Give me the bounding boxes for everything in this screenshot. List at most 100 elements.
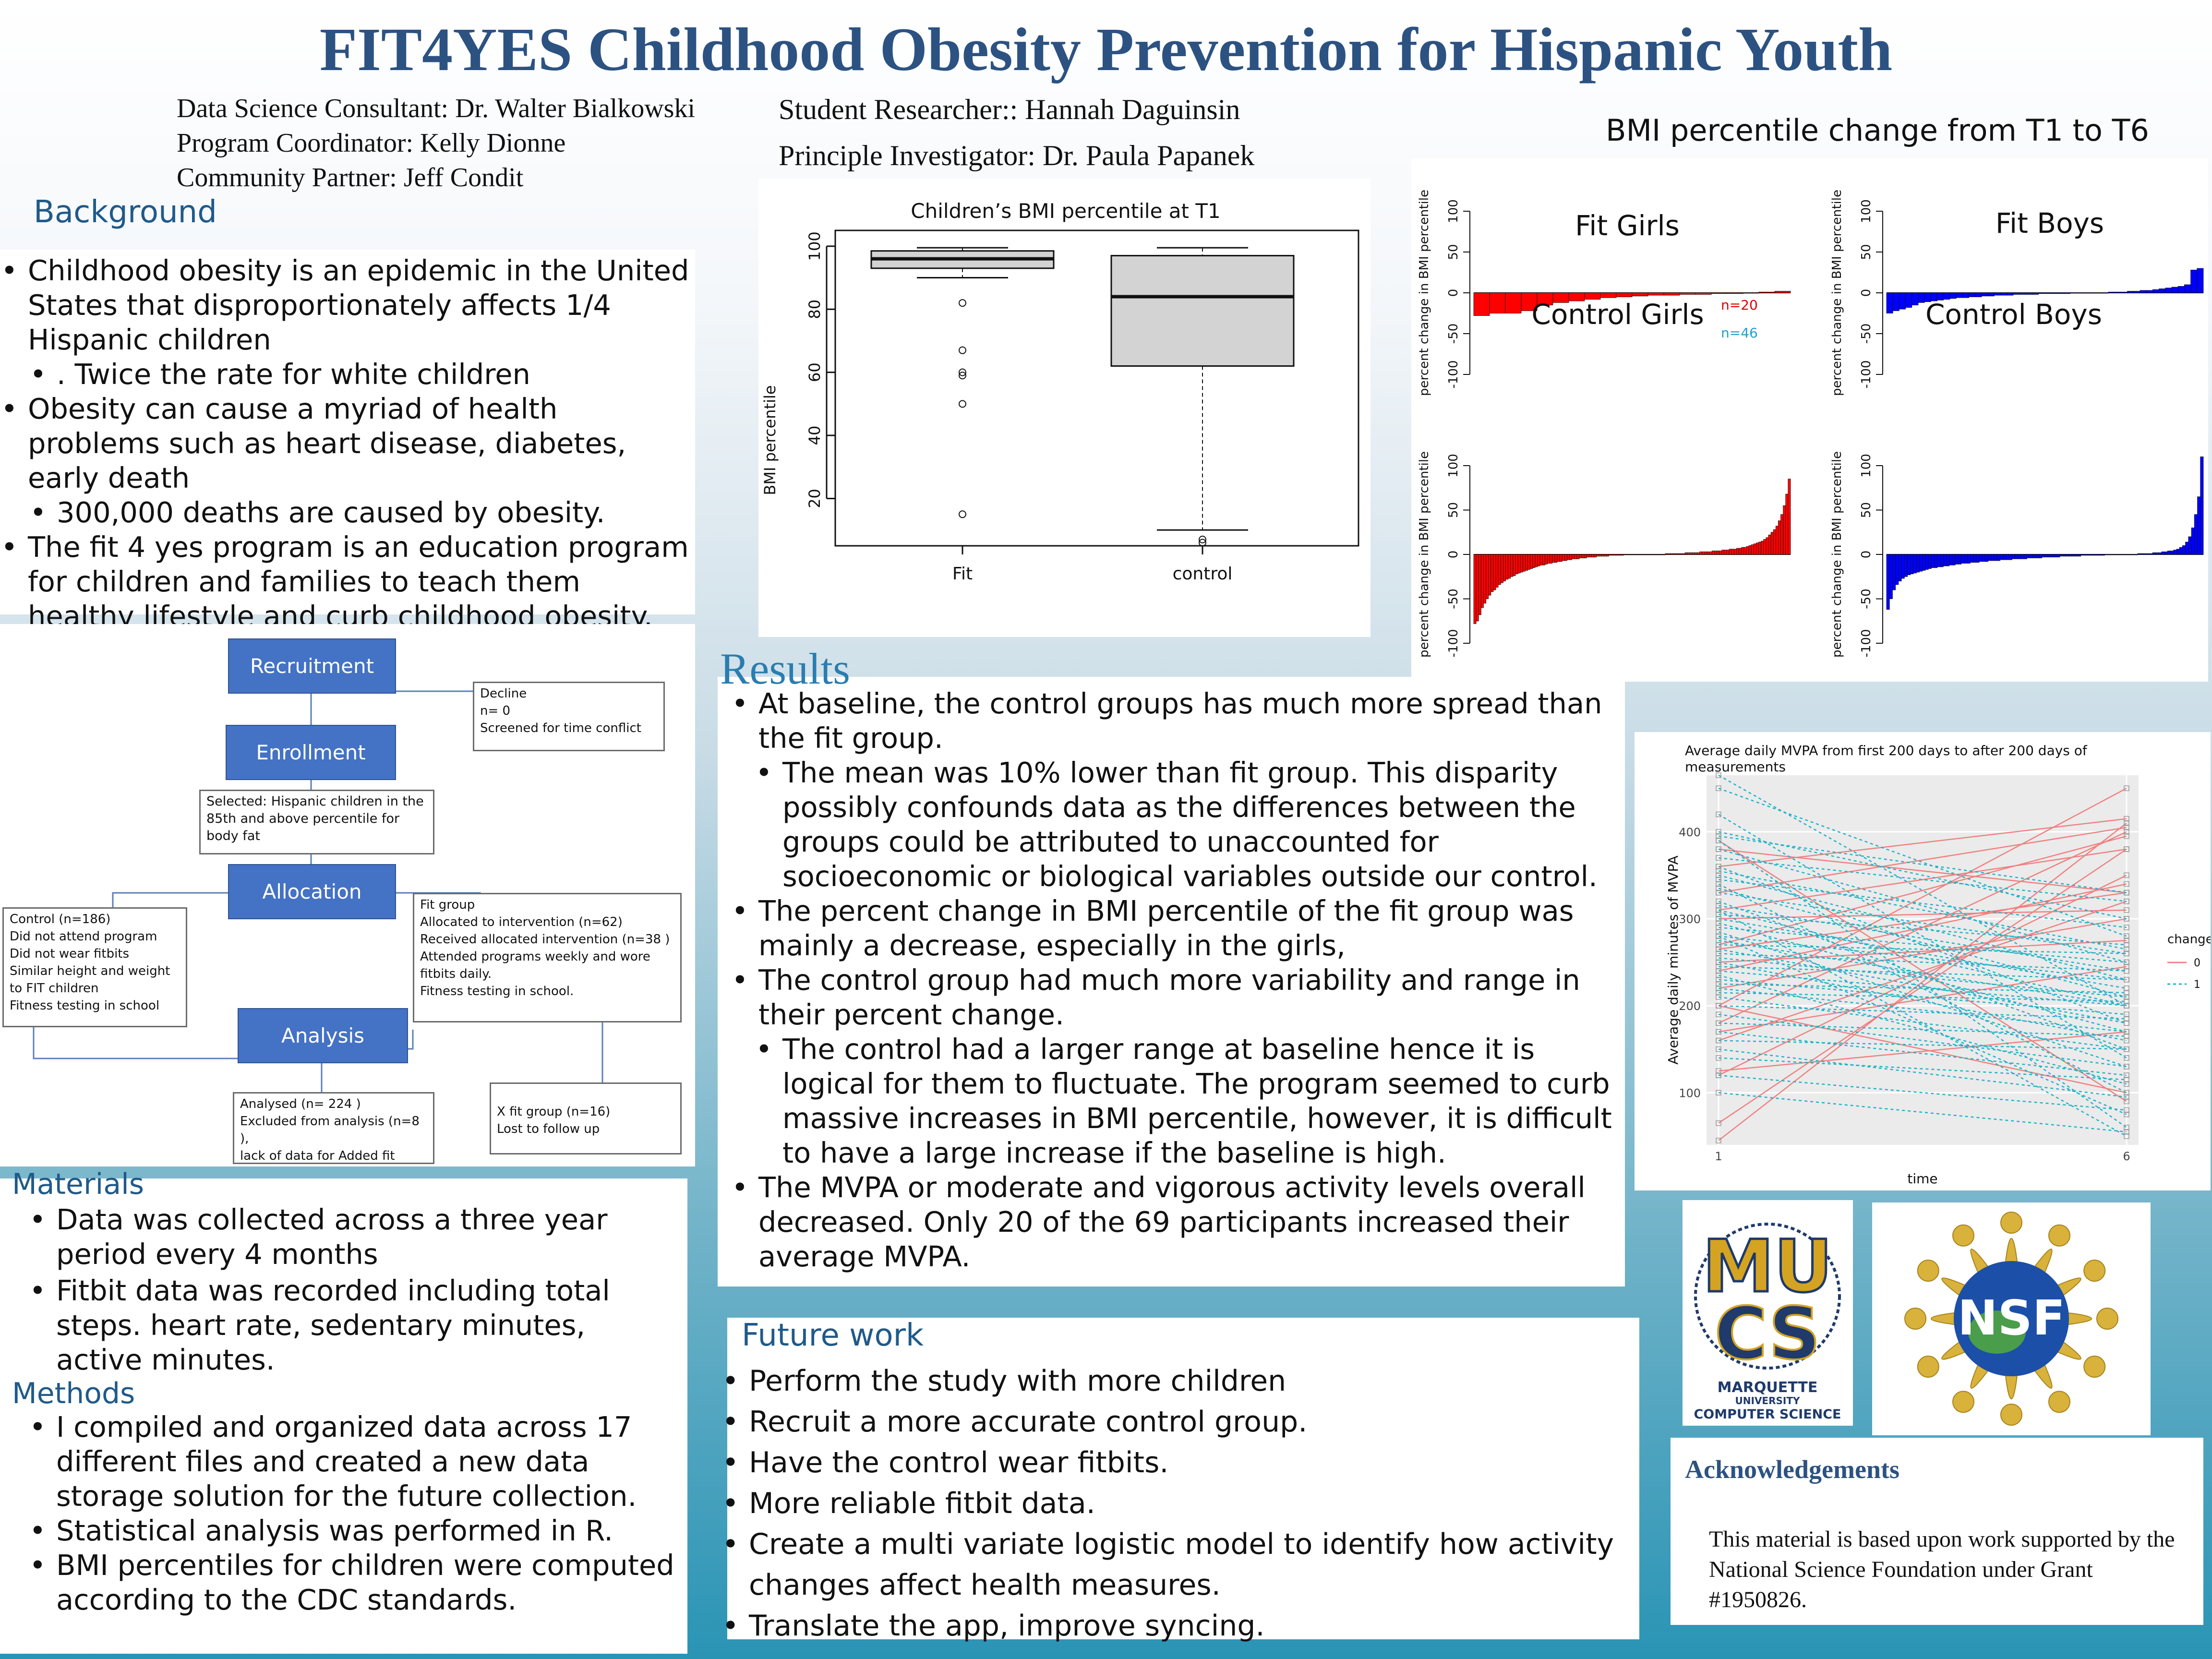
nsf-logo-graphic: NSF [1904,1212,2118,1426]
bar [1937,554,1941,567]
bar [2190,269,2198,293]
nsf-ray-head [1952,1391,1974,1413]
bar [1635,554,1639,555]
bar [1766,537,1769,555]
bar [1640,554,1644,555]
bar [1510,554,1514,577]
bar [2019,292,2026,295]
flow-text: X fit group (n=16) [497,1105,611,1119]
bar [1574,554,1577,559]
bar [2108,291,2115,293]
series-point [1716,872,1721,878]
series-line [1718,875,2127,1076]
series-line [1718,892,2127,950]
bar [1987,292,1995,297]
series-point [2124,824,2129,830]
bar [1633,554,1636,555]
list-item: I compiled and organized data across 17 … [29,1410,680,1514]
bar [2167,551,2171,555]
bar [1778,520,1781,555]
bar [2158,552,2162,555]
bar [2197,268,2204,293]
bar [1901,554,1905,579]
bar [2128,554,2132,555]
series-point [1716,1068,1721,1074]
panel-title: Control Boys [1925,298,2102,331]
boxplot-title: Children’s BMI percentile at T1 [911,199,1220,223]
series-point [2124,1055,2129,1061]
flow-text: Allocated to intervention (n=62) [420,915,623,929]
series-point [2124,963,2129,970]
bar [1774,291,1791,293]
list-item: Data was collected across a three year p… [29,1202,680,1272]
bar [1918,292,1925,303]
nsf-ray-head [2096,1308,2118,1330]
x-tick-label: 1 [1715,1150,1722,1163]
flow-text: Lost to follow up [497,1122,600,1136]
bar [2159,289,2166,293]
list-item: Recruit a more accurate control group. [722,1402,1632,1443]
bar [2185,541,2189,555]
bar [2038,292,2045,294]
series-point [1716,990,1721,996]
bar [1711,292,1728,294]
bar [1964,554,1968,564]
series-point [1716,1011,1721,1017]
bar [2039,554,2043,558]
bar [1695,292,1712,295]
series-line [1718,831,2127,920]
flow-text: Decline [480,686,527,701]
mucs-logo: MU CS MARQUETTE UNIVERSITY COMPUTER SCIE… [1683,1200,1853,1426]
box [1110,255,1295,367]
bar [1916,554,1920,573]
nsf-ray-head [2083,1260,2106,1282]
y-tick-label: 50 [1446,244,1461,260]
x-tick-label: 6 [2123,1150,2130,1163]
credits-left: Data Science Consultant: Dr. Walter Bial… [177,91,695,195]
bar [1655,554,1659,555]
y-tick-label: -50 [1446,324,1461,344]
series-line [1718,848,2127,911]
bar [2056,554,2060,557]
bar [2080,554,2084,556]
bar [1886,292,1893,313]
list-item: The control group had much more variabil… [732,963,1623,1032]
legend-note: n=46 [1721,325,1758,341]
bar [1527,554,1531,570]
bar [2191,528,2195,555]
y-tick-label: -100 [1446,629,1461,657]
series-point [1716,838,1721,843]
bar [1928,554,1932,569]
bar [2030,554,2033,558]
list-item: The mean was 10% lower than fit group. T… [756,756,1623,894]
bar [1981,292,1988,297]
series-point [2124,968,2129,974]
flow-text: Analysed (n= 224 ) [240,1097,361,1111]
series-point [2124,1077,2129,1082]
bar [2152,552,2156,555]
bar [2066,554,2069,557]
bar [2083,554,2087,556]
bar [1483,554,1486,604]
bar [2137,553,2141,555]
series-point [1716,950,1721,957]
series-point [2124,846,2129,852]
bar [1476,554,1479,622]
nsf-ray-head [2000,1212,2022,1234]
nsf-ray [2063,1311,2092,1326]
bar [1667,553,1671,555]
flow-text: Control (n=186) [10,912,111,926]
bar [1729,549,1732,555]
y-tick-label: 50 [1859,244,1874,260]
series-point [1716,1138,1721,1143]
bar [1606,554,1609,557]
series-point [2124,820,2129,826]
series-point [1716,1046,1721,1052]
series-point [2124,816,2129,822]
legend-title: change [2167,932,2211,947]
bar [1547,554,1551,564]
bar [1535,554,1538,567]
list-text: Recruit a more accurate control group. [749,1405,1308,1439]
bar [2047,554,2051,557]
bar [1707,552,1710,555]
